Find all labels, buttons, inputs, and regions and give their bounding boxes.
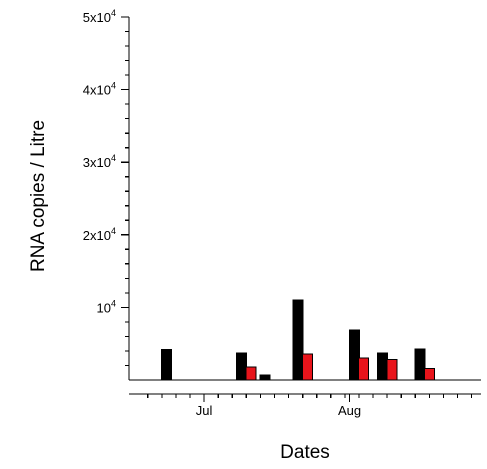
bar-black <box>348 329 360 381</box>
bar-red <box>245 366 257 381</box>
bar-red <box>301 353 313 381</box>
bar-black <box>161 349 173 381</box>
bar-red <box>423 367 435 381</box>
x-tick-label: Jul <box>196 403 213 418</box>
x-axis-title: Dates <box>280 442 330 463</box>
y-tick-label: 4x104 <box>83 81 116 98</box>
bar-black <box>414 348 426 381</box>
y-tick-label: 3x104 <box>83 153 116 170</box>
ticks: 104 2x104 3x104 4x104 5x104 Jul Aug <box>83 8 473 418</box>
labels: Dates RNA copies / Litre <box>28 120 330 463</box>
axes <box>128 17 481 395</box>
x-tick-label: Aug <box>338 403 361 418</box>
bar-black <box>259 374 271 381</box>
bar-black <box>376 352 388 381</box>
y-tick-label: 2x104 <box>83 226 116 243</box>
y-tick-label: 5x104 <box>83 8 116 25</box>
bars <box>161 299 435 381</box>
y-tick-label: 104 <box>97 298 116 315</box>
bar-black <box>292 299 304 381</box>
bar-red <box>358 357 370 381</box>
bar-black <box>236 352 248 381</box>
bar-red <box>386 359 398 381</box>
y-axis-title: RNA copies / Litre <box>28 120 49 272</box>
